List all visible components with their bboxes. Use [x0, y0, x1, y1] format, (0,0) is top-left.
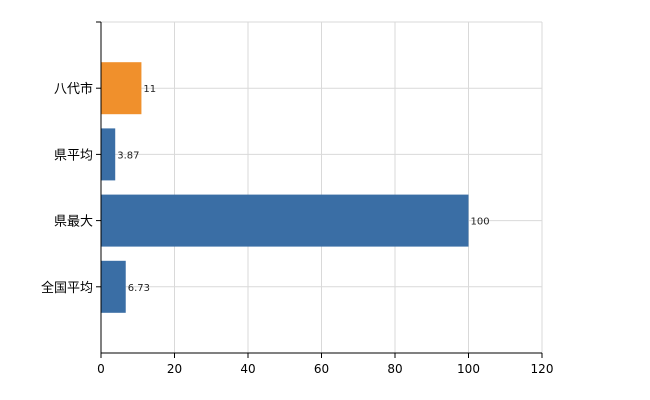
bar-1	[101, 62, 142, 115]
bars	[101, 62, 469, 313]
x-tick-label: 0	[97, 362, 105, 376]
x-tick-label: 120	[531, 362, 554, 376]
data-label: 6.73	[128, 283, 150, 294]
data-label: 3.87	[117, 150, 139, 161]
axes	[96, 21, 543, 358]
labels: 11 3.87 100 6.73 0 20 40 60 80 100 120 八代市県平均県最大全国平…	[41, 81, 553, 376]
x-tick-label: 80	[387, 362, 402, 376]
category-label: 全国平均	[41, 280, 93, 296]
data-label: 100	[471, 217, 490, 228]
x-tick-label: 100	[457, 362, 480, 376]
bar-2	[101, 128, 116, 181]
bar-4	[101, 260, 126, 313]
x-tick-label: 20	[167, 362, 182, 376]
category-label: 県平均	[54, 148, 93, 163]
category-label: 八代市	[54, 81, 93, 97]
category-label: 県最大	[54, 215, 93, 230]
x-tick-label: 40	[240, 362, 255, 376]
grid-lines	[101, 21, 543, 353]
bar-3	[101, 194, 469, 247]
x-tick-label: 60	[314, 362, 329, 376]
data-label: 11	[143, 84, 156, 95]
